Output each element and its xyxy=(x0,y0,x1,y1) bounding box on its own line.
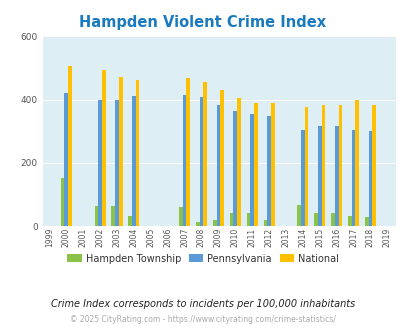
Bar xyxy=(296,205,300,226)
Bar xyxy=(135,80,139,226)
Bar xyxy=(266,116,270,226)
Bar xyxy=(216,105,220,226)
Bar xyxy=(111,206,115,226)
Bar xyxy=(250,114,254,226)
Text: © 2025 CityRating.com - https://www.cityrating.com/crime-statistics/: © 2025 CityRating.com - https://www.city… xyxy=(70,315,335,324)
Bar xyxy=(115,100,119,226)
Bar xyxy=(270,103,274,226)
Bar xyxy=(128,215,132,226)
Bar xyxy=(212,220,216,226)
Bar xyxy=(300,130,304,226)
Bar xyxy=(220,90,224,226)
Bar xyxy=(321,105,324,226)
Bar xyxy=(199,97,203,226)
Bar xyxy=(237,98,240,226)
Text: Hampden Violent Crime Index: Hampden Violent Crime Index xyxy=(79,15,326,30)
Bar xyxy=(371,105,375,226)
Bar xyxy=(351,130,355,226)
Bar xyxy=(68,66,72,226)
Bar xyxy=(61,178,64,226)
Text: Crime Index corresponds to incidents per 100,000 inhabitants: Crime Index corresponds to incidents per… xyxy=(51,299,354,309)
Bar xyxy=(254,103,257,226)
Legend: Hampden Township, Pennsylvania, National: Hampden Township, Pennsylvania, National xyxy=(63,249,342,267)
Bar xyxy=(98,100,102,226)
Bar xyxy=(186,78,190,226)
Bar xyxy=(203,82,207,226)
Bar xyxy=(64,93,68,226)
Bar xyxy=(313,214,317,226)
Bar xyxy=(263,220,266,226)
Bar xyxy=(119,77,122,226)
Bar xyxy=(132,96,135,226)
Bar xyxy=(347,215,351,226)
Bar xyxy=(246,214,250,226)
Bar xyxy=(364,216,368,226)
Bar xyxy=(317,126,321,226)
Bar xyxy=(229,214,233,226)
Bar xyxy=(94,206,98,226)
Bar xyxy=(182,95,186,226)
Bar xyxy=(330,214,334,226)
Bar xyxy=(368,131,371,226)
Bar xyxy=(102,70,105,226)
Bar xyxy=(196,222,199,226)
Bar xyxy=(338,105,341,226)
Bar xyxy=(179,207,182,226)
Bar xyxy=(355,100,358,226)
Bar xyxy=(233,111,237,226)
Bar xyxy=(304,107,308,226)
Bar xyxy=(334,126,338,226)
